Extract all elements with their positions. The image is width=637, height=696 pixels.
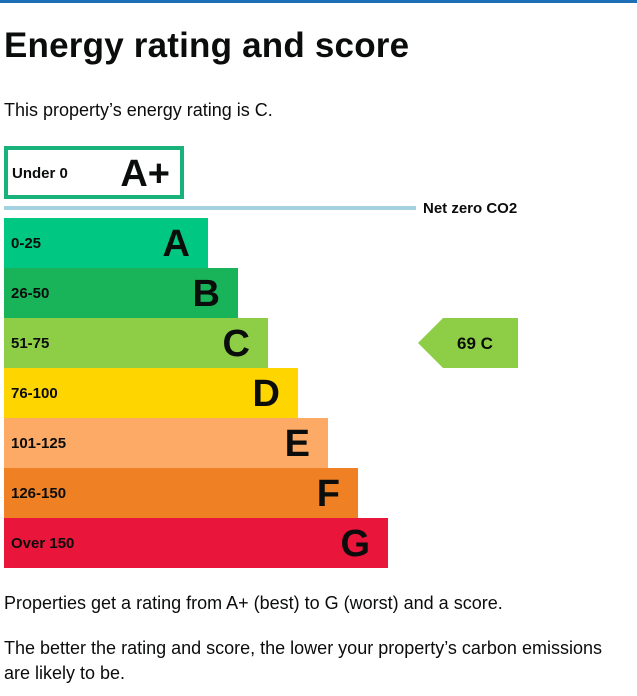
band-e-letter: E <box>285 423 310 465</box>
band-aplus-bar <box>4 146 184 199</box>
band-g-range: Over 150 <box>11 535 74 552</box>
band-b-range: 26-50 <box>11 285 49 302</box>
band-f-range: 126-150 <box>11 485 66 502</box>
band-c-bar <box>4 318 268 368</box>
band-aplus-letter: A+ <box>120 153 170 195</box>
energy-rating-chart: Under 0 A+ Net zero CO2 0-25 A 26-50 B 51-75 C 76… <box>4 146 518 568</box>
band-d-range: 76-100 <box>11 385 58 402</box>
current-rating-marker <box>418 318 518 368</box>
band-a-letter: A <box>163 223 190 265</box>
band-g-bar <box>4 518 388 568</box>
net-zero-label: Net zero CO2 <box>423 200 517 217</box>
band-aplus-range: Under 0 <box>12 165 68 182</box>
band-e-range: 101-125 <box>11 435 66 452</box>
band-e-bar <box>4 418 328 468</box>
current-rating-label: 69 C <box>457 334 493 353</box>
band-a-range: 0-25 <box>11 235 41 252</box>
band-b-bar <box>4 268 238 318</box>
band-d-letter: D <box>253 373 280 415</box>
band-c-range: 51-75 <box>11 335 49 352</box>
band-b-letter: B <box>193 273 220 315</box>
band-f-letter: F <box>317 473 340 515</box>
intro-text: This property’s energy rating is C. <box>4 100 273 120</box>
band-d-bar <box>4 368 298 418</box>
band-c-letter: C <box>223 323 250 365</box>
band-f-bar <box>4 468 358 518</box>
band-a-bar <box>4 218 208 268</box>
page-title: Energy rating and score <box>4 26 410 65</box>
top-rule <box>0 0 637 3</box>
band-g-letter: G <box>340 523 370 565</box>
carbon-explanation: The better the rating and score, the low… <box>4 638 602 683</box>
rating-explanation: Properties get a rating from A+ (best) t… <box>4 593 503 613</box>
